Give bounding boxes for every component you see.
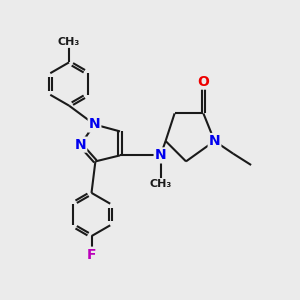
Text: F: F: [87, 248, 96, 262]
Text: CH₃: CH₃: [58, 37, 80, 47]
Text: N: N: [155, 148, 166, 162]
Text: O: O: [197, 75, 209, 88]
Text: CH₃: CH₃: [149, 179, 172, 189]
Text: N: N: [89, 118, 100, 131]
Text: N: N: [209, 134, 220, 148]
Text: N: N: [75, 138, 86, 152]
